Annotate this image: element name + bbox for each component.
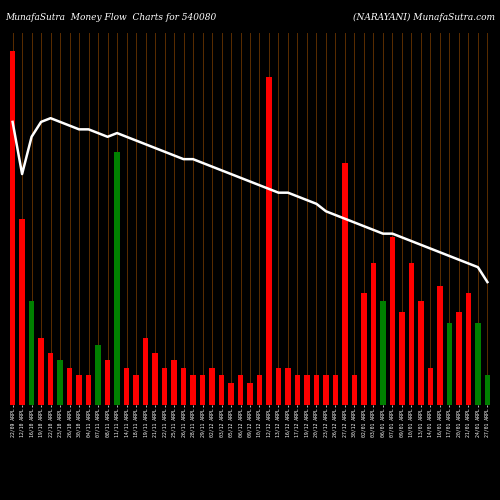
Bar	[324, 375, 328, 405]
Bar	[485, 375, 490, 405]
Bar	[248, 382, 252, 405]
Bar	[200, 375, 205, 405]
Bar	[447, 323, 452, 405]
Text: (NARAYANI) MunafaSutra.com: (NARAYANI) MunafaSutra.com	[353, 12, 495, 22]
Bar	[409, 264, 414, 405]
Bar	[238, 375, 243, 405]
Bar	[162, 368, 167, 405]
Bar	[371, 264, 376, 405]
Bar	[466, 293, 471, 405]
Bar	[96, 346, 100, 405]
Bar	[29, 300, 34, 405]
Bar	[362, 293, 366, 405]
Bar	[48, 353, 53, 405]
Bar	[286, 368, 290, 405]
Bar	[257, 375, 262, 405]
Bar	[476, 323, 480, 405]
Bar	[86, 375, 91, 405]
Bar	[134, 375, 138, 405]
Bar	[456, 312, 462, 405]
Bar	[219, 375, 224, 405]
Bar	[333, 375, 338, 405]
Bar	[152, 353, 158, 405]
Bar	[210, 368, 214, 405]
Bar	[266, 77, 272, 405]
Bar	[10, 51, 15, 405]
Bar	[295, 375, 300, 405]
Bar	[314, 375, 319, 405]
Bar	[342, 163, 347, 405]
Bar	[352, 375, 357, 405]
Bar	[172, 360, 176, 405]
Bar	[276, 368, 281, 405]
Bar	[390, 238, 395, 405]
Bar	[438, 286, 442, 405]
Bar	[400, 312, 404, 405]
Bar	[124, 368, 129, 405]
Bar	[20, 219, 24, 405]
Text: MunafaSutra  Money Flow  Charts for 540080: MunafaSutra Money Flow Charts for 540080	[5, 12, 216, 22]
Bar	[58, 360, 62, 405]
Bar	[304, 375, 310, 405]
Bar	[143, 338, 148, 405]
Bar	[418, 300, 424, 405]
Bar	[76, 375, 82, 405]
Bar	[114, 152, 119, 405]
Bar	[105, 360, 110, 405]
Bar	[181, 368, 186, 405]
Bar	[190, 375, 196, 405]
Bar	[228, 382, 234, 405]
Bar	[67, 368, 72, 405]
Bar	[380, 300, 386, 405]
Bar	[38, 338, 44, 405]
Bar	[428, 368, 433, 405]
